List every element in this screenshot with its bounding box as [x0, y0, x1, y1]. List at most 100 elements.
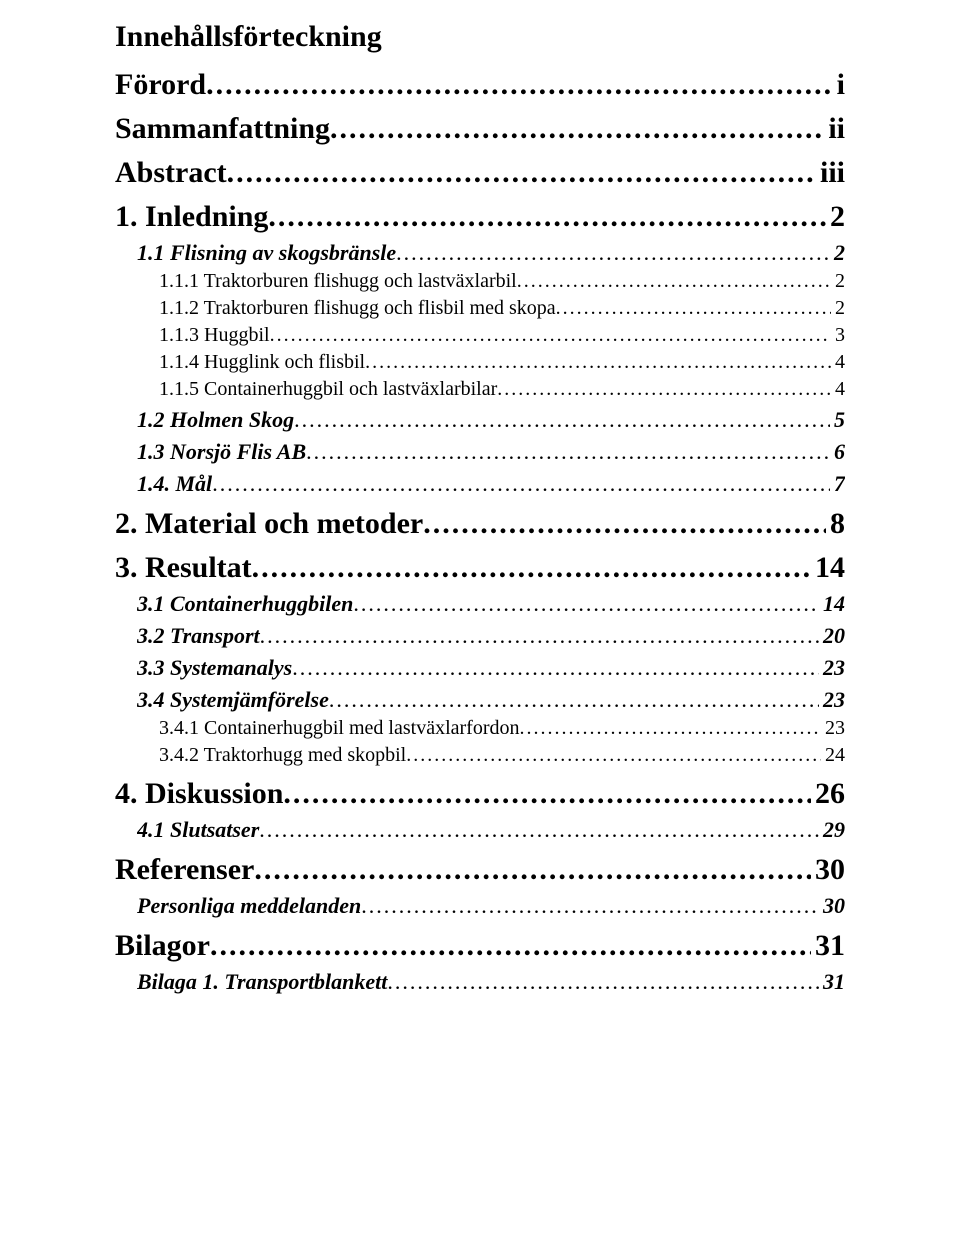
toc-page: Innehållsförteckning Förord i Sammanfattni…: [0, 0, 960, 1237]
toc-entry: 3.2 Transport 20: [137, 623, 845, 649]
toc-leader-dots: [270, 324, 831, 347]
toc-leader-dots: [292, 655, 819, 681]
toc-entry: 4.1 Slutsatser 29: [137, 817, 845, 843]
toc-entry-label: 3.4 Systemjämförelse: [137, 687, 329, 713]
toc-entry-page: 23: [821, 717, 845, 740]
toc-entry: 3.4.1 Containerhuggbil med lastväxlarfor…: [159, 717, 845, 740]
toc-entry: 1.1 Flisning av skogsbränsle 2: [137, 240, 845, 266]
toc-entry: 1.3 Norsjö Flis AB 6: [137, 439, 845, 465]
toc-entry-page: 23: [819, 655, 845, 681]
toc-entry-page: 2: [831, 270, 845, 293]
toc-leader-dots: [406, 744, 821, 767]
toc-entry: 1.1.1 Traktorburen flishugg och lastväxl…: [159, 270, 845, 293]
toc-entry-label: 1.1.2 Traktorburen flishugg och flisbil …: [159, 297, 556, 320]
toc-entry-label: 1.4. Mål: [137, 471, 212, 497]
toc-entry: Bilagor 31: [115, 929, 845, 963]
toc-leader-dots: [330, 112, 824, 146]
toc-leader-dots: [387, 969, 819, 995]
toc-entry-label: 3. Resultat: [115, 551, 252, 585]
toc-leader-dots: [353, 591, 819, 617]
toc-entry-label: 4. Diskussion: [115, 777, 283, 811]
toc-entry-label: 1. Inledning: [115, 200, 268, 234]
toc-entry-page: iii: [816, 156, 845, 190]
toc-entry-page: 30: [819, 893, 845, 919]
toc-entry-label: Bilagor: [115, 929, 210, 963]
toc-leader-dots: [260, 623, 819, 649]
toc-leader-dots: [497, 378, 831, 401]
toc-entry-label: Abstract: [115, 156, 227, 190]
toc-entry-page: 24: [821, 744, 845, 767]
toc-entry-label: Bilaga 1. Transportblankett: [137, 969, 387, 995]
toc-entry-page: 31: [819, 969, 845, 995]
toc-entry-page: 2: [826, 200, 845, 234]
toc-leader-dots: [519, 717, 821, 740]
toc-entry-label: 2. Material och metoder: [115, 507, 423, 541]
toc-leader-dots: [396, 240, 830, 266]
toc-entry: 1. Inledning 2: [115, 200, 845, 234]
toc-entry-page: 3: [831, 324, 845, 347]
toc-entry-page: 4: [831, 378, 845, 401]
toc-leader-dots: [361, 893, 819, 919]
toc-leader-dots: [294, 407, 830, 433]
toc-entry-label: 3.4.2 Traktorhugg med skopbil: [159, 744, 406, 767]
toc-entry: Personliga meddelanden 30: [137, 893, 845, 919]
toc-entry-page: 14: [811, 551, 845, 585]
toc-entry: 4. Diskussion 26: [115, 777, 845, 811]
toc-entry: 1.1.4 Hugglink och flisbil 4: [159, 351, 845, 374]
toc-entry-label: 1.1.4 Hugglink och flisbil: [159, 351, 365, 374]
toc-entry-page: 7: [830, 471, 845, 497]
toc-entry-label: 1.1 Flisning av skogsbränsle: [137, 240, 396, 266]
toc-entry-page: 29: [819, 817, 845, 843]
toc-leader-dots: [252, 551, 811, 585]
toc-entry-label: 1.1.1 Traktorburen flishugg och lastväxl…: [159, 270, 517, 293]
toc-leader-dots: [227, 156, 816, 190]
toc-entry: 1.2 Holmen Skog 5: [137, 407, 845, 433]
toc-entry-page: 4: [831, 351, 845, 374]
toc-leader-dots: [268, 200, 826, 234]
toc-list: Förord i Sammanfattning ii Abstract iii 1. In…: [115, 68, 845, 995]
toc-leader-dots: [365, 351, 831, 374]
toc-entry-page: 14: [819, 591, 845, 617]
toc-entry: 3.3 Systemanalys 23: [137, 655, 845, 681]
toc-leader-dots: [556, 297, 831, 320]
toc-entry: 1.1.3 Huggbil 3: [159, 324, 845, 347]
toc-leader-dots: [254, 853, 811, 887]
toc-entry-label: Förord: [115, 68, 206, 102]
toc-leader-dots: [210, 929, 811, 963]
toc-entry-label: 1.1.5 Containerhuggbil och lastväxlarbil…: [159, 378, 497, 401]
toc-entry-label: Referenser: [115, 853, 254, 887]
toc-entry: Sammanfattning ii: [115, 112, 845, 146]
toc-entry-label: Sammanfattning: [115, 112, 330, 146]
toc-entry-page: 26: [811, 777, 845, 811]
toc-entry-page: 30: [811, 853, 845, 887]
toc-entry: 1.1.2 Traktorburen flishugg och flisbil …: [159, 297, 845, 320]
toc-entry: 1.1.5 Containerhuggbil och lastväxlarbil…: [159, 378, 845, 401]
toc-entry: Referenser 30: [115, 853, 845, 887]
toc-entry-label: 1.1.3 Huggbil: [159, 324, 270, 347]
toc-entry-page: 2: [830, 240, 845, 266]
toc-entry-page: 31: [811, 929, 845, 963]
toc-entry-label: 3.3 Systemanalys: [137, 655, 292, 681]
toc-entry: Abstract iii: [115, 156, 845, 190]
toc-leader-dots: [306, 439, 830, 465]
toc-entry: Bilaga 1. Transportblankett 31: [137, 969, 845, 995]
toc-leader-dots: [517, 270, 831, 293]
toc-entry-page: 6: [830, 439, 845, 465]
toc-leader-dots: [259, 817, 819, 843]
toc-leader-dots: [423, 507, 826, 541]
toc-entry-label: 3.1 Containerhuggbilen: [137, 591, 353, 617]
toc-entry: 3.4 Systemjämförelse 23: [137, 687, 845, 713]
toc-title: Innehållsförteckning: [115, 20, 845, 54]
toc-entry-page: 23: [819, 687, 845, 713]
toc-entry-page: 8: [826, 507, 845, 541]
toc-entry-page: 5: [830, 407, 845, 433]
toc-entry: 1.4. Mål 7: [137, 471, 845, 497]
toc-entry-page: i: [833, 68, 845, 102]
toc-entry-page: ii: [824, 112, 845, 146]
toc-leader-dots: [283, 777, 811, 811]
toc-entry-label: 3.4.1 Containerhuggbil med lastväxlarfor…: [159, 717, 519, 740]
toc-entry-label: 1.2 Holmen Skog: [137, 407, 294, 433]
toc-entry-page: 20: [819, 623, 845, 649]
toc-entry: 3.4.2 Traktorhugg med skopbil 24: [159, 744, 845, 767]
toc-leader-dots: [212, 471, 830, 497]
